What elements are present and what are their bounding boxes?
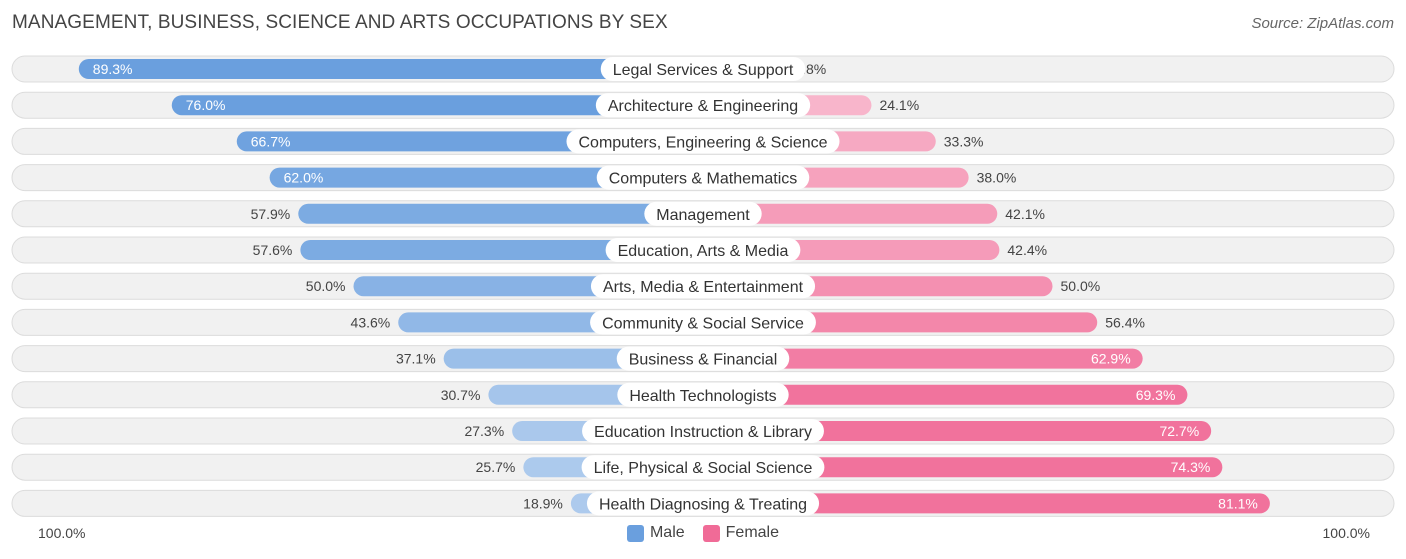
legend-swatch-male bbox=[626, 524, 644, 542]
axis-right-label: 100.0% bbox=[1322, 525, 1370, 541]
category-label-arts-media-entertainment: Arts, Media & Entertainment bbox=[603, 279, 804, 296]
bar-female-education-instruction-library bbox=[703, 421, 1212, 441]
bar-female-management bbox=[703, 203, 998, 224]
bar-male-management bbox=[298, 203, 703, 224]
value-label-male-community-social-service: 43.6% bbox=[351, 314, 391, 330]
legend-label-male: Male bbox=[649, 524, 685, 541]
value-label-male-computers-mathematics: 62.0% bbox=[284, 170, 324, 186]
category-label-legal-services-support: Legal Services & Support bbox=[613, 62, 794, 79]
value-label-male-education-arts-media: 57.6% bbox=[253, 242, 293, 258]
category-pill-health-technologists bbox=[617, 382, 789, 407]
category-pill-computers-mathematics bbox=[596, 165, 810, 190]
value-label-female-business-financial: 62.9% bbox=[1091, 351, 1131, 367]
value-label-male-health-diagnosing-treating: 18.9% bbox=[523, 495, 563, 511]
value-label-male-life-physical-social-science: 25.7% bbox=[476, 459, 516, 475]
chart-title: MANAGEMENT, BUSINESS, SCIENCE AND ARTS O… bbox=[12, 12, 668, 33]
category-pill-arts-media-entertainment bbox=[590, 274, 816, 299]
legend-label-female: Female bbox=[725, 524, 780, 541]
value-label-female-arts-media-entertainment: 50.0% bbox=[1061, 278, 1101, 294]
value-label-female-health-diagnosing-treating: 81.1% bbox=[1218, 495, 1258, 511]
category-label-education-instruction-library: Education Instruction & Library bbox=[594, 424, 812, 441]
source-label: Source: ZipAtlas.com bbox=[1251, 15, 1394, 32]
category-label-architecture-engineering: Architecture & Engineering bbox=[608, 98, 798, 115]
legend-item-male: Male bbox=[626, 524, 685, 542]
category-pill-community-social-service bbox=[590, 310, 816, 335]
category-pill-life-physical-social-science bbox=[581, 455, 825, 480]
axis-left-label: 100.0% bbox=[38, 525, 86, 541]
category-label-computers-mathematics: Computers & Mathematics bbox=[609, 171, 798, 188]
value-label-male-computers-engineering-science: 66.7% bbox=[251, 133, 291, 149]
value-label-female-education-instruction-library: 72.7% bbox=[1159, 423, 1199, 439]
bar-female-health-technologists bbox=[703, 384, 1188, 405]
category-label-life-physical-social-science: Life, Physical & Social Science bbox=[594, 460, 813, 477]
category-pill-computers-engineering-science bbox=[566, 129, 840, 154]
value-label-female-community-social-service: 56.4% bbox=[1105, 314, 1145, 330]
category-pill-architecture-engineering bbox=[595, 93, 811, 118]
value-label-male-architecture-engineering: 76.0% bbox=[186, 97, 226, 113]
value-label-female-architecture-engineering: 24.1% bbox=[879, 97, 919, 113]
category-label-business-financial: Business & Financial bbox=[629, 352, 778, 369]
category-pill-education-instruction-library bbox=[582, 419, 824, 443]
bar-male-architecture-engineering bbox=[171, 95, 703, 116]
value-label-male-health-technologists: 30.7% bbox=[441, 387, 481, 403]
category-label-health-diagnosing-treating: Health Diagnosing & Treating bbox=[599, 496, 807, 513]
category-label-community-social-service: Community & Social Service bbox=[602, 315, 804, 332]
category-pill-business-financial bbox=[616, 346, 790, 371]
bar-male-computers-mathematics bbox=[269, 167, 703, 188]
value-label-female-management: 42.1% bbox=[1005, 206, 1045, 222]
category-label-health-technologists: Health Technologists bbox=[629, 388, 776, 405]
category-pill-legal-services-support bbox=[600, 57, 806, 81]
legend-item-female: Female bbox=[702, 524, 780, 542]
value-label-female-computers-mathematics: 38.0% bbox=[977, 170, 1017, 186]
bar-male-legal-services-support bbox=[78, 59, 704, 79]
value-label-female-life-physical-social-science: 74.3% bbox=[1171, 459, 1211, 475]
legend: Male Female bbox=[0, 524, 1406, 542]
category-label-computers-engineering-science: Computers, Engineering & Science bbox=[578, 134, 827, 151]
value-label-female-computers-engineering-science: 33.3% bbox=[944, 133, 984, 149]
value-label-male-legal-services-support: 89.3% bbox=[93, 61, 133, 77]
category-label-education-arts-media: Education, Arts & Media bbox=[618, 243, 789, 260]
bar-female-health-diagnosing-treating bbox=[703, 493, 1270, 514]
category-pill-management bbox=[644, 201, 762, 226]
category-pill-health-diagnosing-treating bbox=[586, 491, 820, 516]
value-label-male-arts-media-entertainment: 50.0% bbox=[306, 278, 346, 294]
category-label-management: Management bbox=[656, 207, 750, 224]
legend-swatch-female bbox=[702, 524, 720, 542]
value-label-male-management: 57.9% bbox=[251, 206, 291, 222]
value-label-female-education-arts-media: 42.4% bbox=[1007, 242, 1047, 258]
category-pill-education-arts-media bbox=[605, 238, 801, 262]
bar-male-education-arts-media bbox=[300, 240, 703, 260]
value-label-female-health-technologists: 69.3% bbox=[1136, 387, 1176, 403]
value-label-male-business-financial: 37.1% bbox=[396, 351, 436, 367]
value-label-male-education-instruction-library: 27.3% bbox=[464, 423, 504, 439]
bar-female-life-physical-social-science bbox=[703, 457, 1223, 478]
bar-female-business-financial bbox=[703, 348, 1143, 369]
